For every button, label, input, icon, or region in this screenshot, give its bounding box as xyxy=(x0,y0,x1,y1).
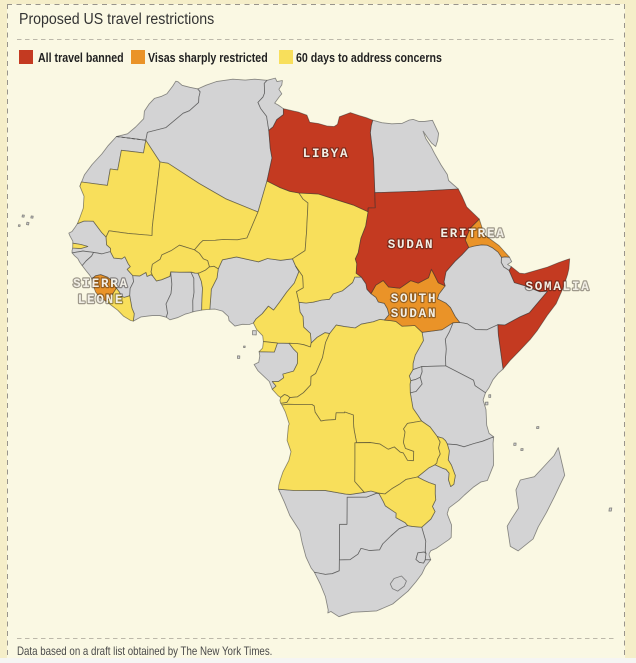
svg-text:SUDAN: SUDAN xyxy=(388,238,435,252)
svg-text:SOMALIA: SOMALIA xyxy=(525,280,590,294)
svg-text:SOUTH: SOUTH xyxy=(391,292,438,306)
svg-text:LIBYA: LIBYA xyxy=(303,147,350,161)
svg-text:SUDAN: SUDAN xyxy=(391,307,438,321)
svg-text:SIERRA: SIERRA xyxy=(73,277,129,291)
svg-text:ERITREA: ERITREA xyxy=(440,227,505,241)
svg-text:LEONE: LEONE xyxy=(78,293,125,307)
